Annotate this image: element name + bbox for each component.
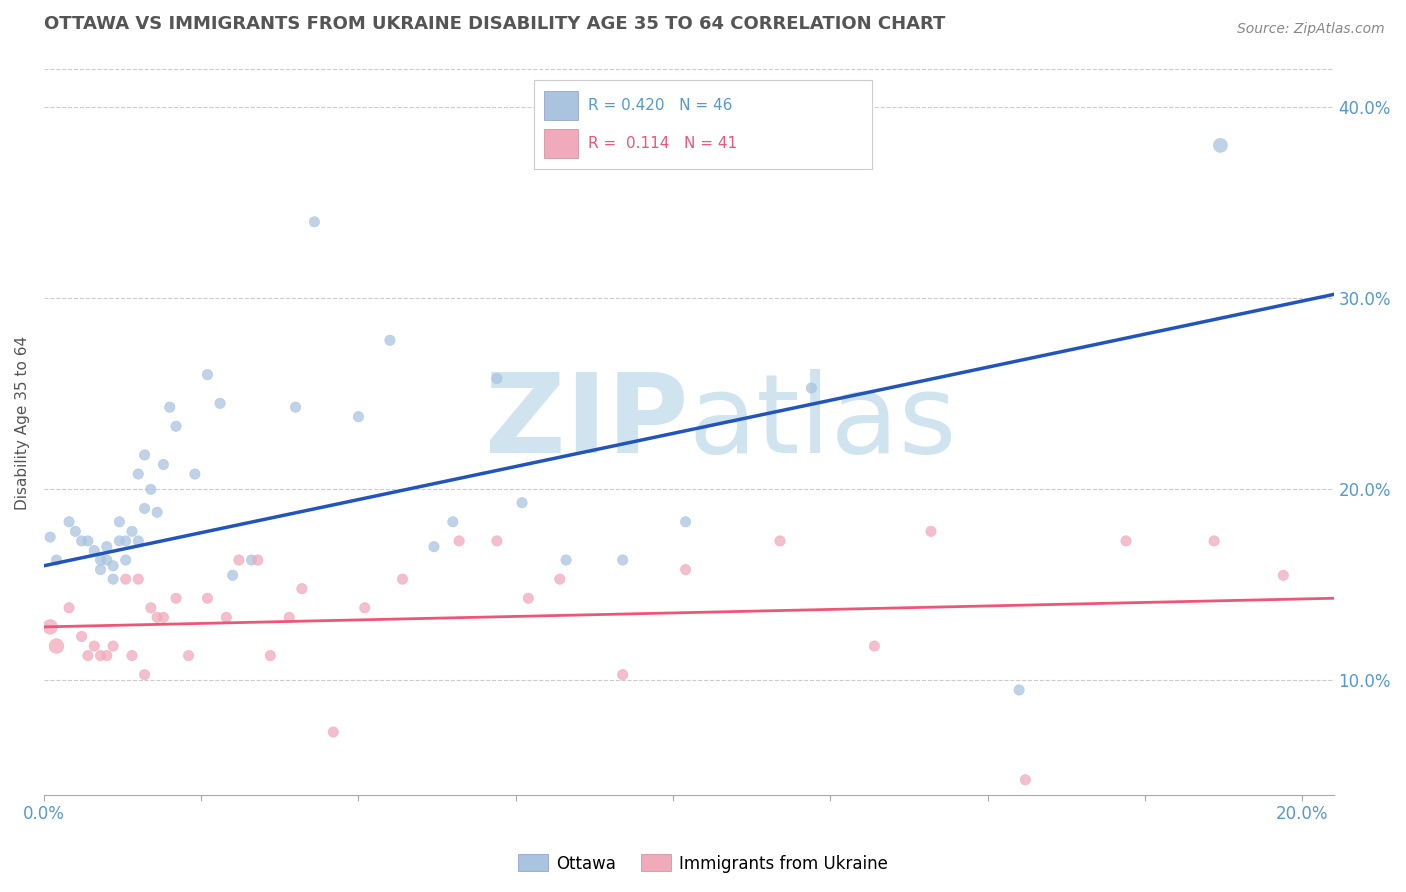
Point [510, 496, 533, 510]
Point [675, 515, 697, 529]
Point [177, 648, 200, 663]
Point [152, 458, 174, 472]
Point [108, 515, 131, 529]
Point [96, 648, 118, 663]
Point [77, 648, 100, 663]
Point [165, 591, 187, 606]
Point [89, 563, 111, 577]
Point [378, 333, 401, 347]
Point [70, 630, 93, 644]
Point [612, 667, 634, 681]
Point [441, 515, 464, 529]
Point [83, 639, 105, 653]
Point [322, 725, 344, 739]
Point [347, 409, 370, 424]
Point [304, 215, 326, 229]
Point [134, 501, 156, 516]
Point [89, 648, 111, 663]
Point [197, 591, 219, 606]
Point [221, 568, 243, 582]
Point [114, 572, 136, 586]
Point [152, 610, 174, 624]
Point [449, 533, 471, 548]
Point [127, 467, 149, 481]
Point [517, 591, 540, 606]
Point [58, 515, 80, 529]
Point [1204, 533, 1226, 548]
Point [215, 610, 238, 624]
Point [45, 553, 67, 567]
Y-axis label: Disability Age 35 to 64: Disability Age 35 to 64 [15, 335, 30, 509]
Point [83, 543, 105, 558]
Point [246, 553, 269, 567]
Point [240, 553, 263, 567]
Point [1014, 772, 1036, 787]
Point [353, 600, 375, 615]
Point [121, 648, 143, 663]
Point [278, 610, 301, 624]
Point [134, 667, 156, 681]
Point [139, 600, 162, 615]
Text: atlas: atlas [689, 369, 957, 476]
Point [127, 572, 149, 586]
Point [114, 553, 136, 567]
Point [77, 533, 100, 548]
FancyBboxPatch shape [544, 91, 578, 120]
Point [555, 553, 578, 567]
Text: R =  0.114   N = 41: R = 0.114 N = 41 [588, 136, 737, 151]
Point [101, 558, 124, 573]
Point [1008, 683, 1031, 698]
Point [96, 540, 118, 554]
Point [39, 530, 62, 544]
Point [423, 540, 446, 554]
Point [612, 553, 634, 567]
Point [165, 419, 187, 434]
Point [548, 572, 571, 586]
Point [39, 620, 62, 634]
Point [863, 639, 886, 653]
FancyBboxPatch shape [544, 129, 578, 158]
Point [45, 639, 67, 653]
Point [127, 533, 149, 548]
Point [114, 533, 136, 548]
Text: R = 0.420   N = 46: R = 0.420 N = 46 [588, 98, 733, 112]
Point [101, 639, 124, 653]
Point [146, 505, 169, 519]
Point [920, 524, 942, 539]
Point [70, 533, 93, 548]
Legend: Ottawa, Immigrants from Ukraine: Ottawa, Immigrants from Ukraine [512, 847, 894, 880]
Point [96, 553, 118, 567]
Point [769, 533, 792, 548]
Point [65, 524, 87, 539]
Point [1209, 138, 1232, 153]
Point [209, 396, 232, 410]
Point [228, 553, 250, 567]
Point [800, 381, 823, 395]
Point [139, 483, 162, 497]
Point [485, 371, 508, 385]
Point [108, 533, 131, 548]
Point [1115, 533, 1137, 548]
Point [259, 648, 281, 663]
Text: ZIP: ZIP [485, 369, 689, 476]
Point [197, 368, 219, 382]
Point [58, 600, 80, 615]
Text: OTTAWA VS IMMIGRANTS FROM UKRAINE DISABILITY AGE 35 TO 64 CORRELATION CHART: OTTAWA VS IMMIGRANTS FROM UKRAINE DISABI… [44, 15, 945, 33]
Point [101, 572, 124, 586]
Point [1272, 568, 1295, 582]
Point [89, 553, 111, 567]
Point [485, 533, 508, 548]
Point [134, 448, 156, 462]
Point [121, 524, 143, 539]
Point [391, 572, 413, 586]
Point [284, 400, 307, 414]
Text: Source: ZipAtlas.com: Source: ZipAtlas.com [1237, 22, 1385, 37]
Point [159, 400, 181, 414]
Point [146, 610, 169, 624]
Point [675, 563, 697, 577]
Point [291, 582, 314, 596]
Point [184, 467, 207, 481]
